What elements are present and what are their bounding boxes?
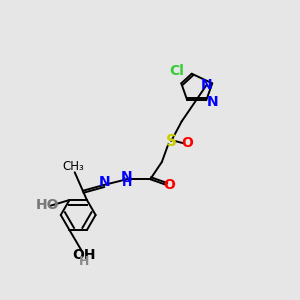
Text: HO: HO bbox=[36, 198, 59, 212]
Text: H: H bbox=[79, 255, 89, 268]
Text: O: O bbox=[182, 136, 194, 150]
Text: CH₃: CH₃ bbox=[63, 160, 84, 173]
Text: OH: OH bbox=[72, 248, 96, 262]
Text: N: N bbox=[206, 95, 218, 109]
Text: N: N bbox=[99, 175, 111, 189]
Text: S: S bbox=[166, 134, 177, 148]
Text: N: N bbox=[201, 78, 212, 92]
Text: Cl: Cl bbox=[169, 64, 184, 78]
Text: N: N bbox=[121, 170, 133, 184]
Text: H: H bbox=[122, 176, 132, 189]
Text: O: O bbox=[164, 178, 175, 192]
